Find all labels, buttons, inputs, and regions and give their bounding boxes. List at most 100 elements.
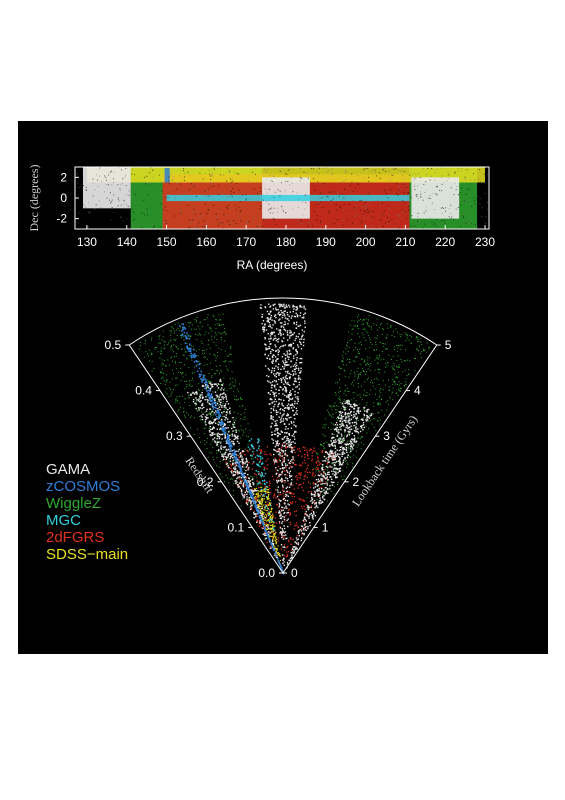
point-gama xyxy=(334,456,336,458)
point-gama xyxy=(314,506,316,509)
point-gama xyxy=(304,312,306,314)
point-gama xyxy=(317,484,320,486)
point-wigglez xyxy=(379,423,381,425)
point-wigglez xyxy=(369,365,371,367)
ra-tick-label: 200 xyxy=(356,235,376,249)
point-gama xyxy=(269,403,271,405)
point-gama xyxy=(262,518,264,521)
point-wigglez xyxy=(214,324,216,326)
point-wigglez xyxy=(316,466,318,468)
point-sdss-main xyxy=(269,535,271,537)
point-wigglez xyxy=(204,422,206,424)
point-gama xyxy=(350,418,352,421)
sky-speckle xyxy=(423,212,425,214)
point-gama xyxy=(227,464,229,467)
point-wigglez xyxy=(234,398,236,400)
point-gama xyxy=(336,424,339,426)
point-2dfgrs xyxy=(273,522,275,524)
point-gama xyxy=(282,393,284,395)
point-wigglez xyxy=(165,381,167,383)
sky-speckle xyxy=(281,205,283,207)
point-2dfgrs xyxy=(317,459,319,461)
point-wigglez xyxy=(356,326,358,328)
point-wigglez xyxy=(358,314,360,316)
sky-speckle xyxy=(119,188,121,190)
point-gama xyxy=(288,407,291,409)
point-sdss-main xyxy=(271,531,273,533)
point-gama xyxy=(315,504,318,507)
point-wigglez xyxy=(348,432,350,434)
point-wigglez xyxy=(324,447,326,449)
point-gama xyxy=(340,438,342,440)
point-wigglez xyxy=(166,388,168,390)
point-2dfgrs xyxy=(292,538,294,540)
point-wigglez xyxy=(349,401,351,403)
point-sdss-main xyxy=(275,548,277,550)
point-gama xyxy=(225,458,228,461)
point-gama xyxy=(277,469,279,472)
sky-speckle xyxy=(256,192,258,194)
point-gama xyxy=(276,383,279,385)
point-wigglez xyxy=(414,357,416,359)
sky-speckle xyxy=(279,190,281,192)
sky-speckle xyxy=(454,226,456,228)
point-gama xyxy=(286,339,289,341)
point-gama xyxy=(300,367,302,369)
sky-speckle xyxy=(367,168,369,170)
sky-speckle xyxy=(90,215,92,217)
point-gama xyxy=(266,348,269,350)
sky-speckle xyxy=(351,197,353,199)
point-gama xyxy=(224,453,226,455)
point-gama xyxy=(339,449,342,451)
point-gama xyxy=(347,454,349,456)
point-2dfgrs xyxy=(311,509,313,511)
point-wigglez xyxy=(398,381,400,383)
point-wigglez xyxy=(338,462,340,464)
point-gama xyxy=(311,516,314,519)
point-gama xyxy=(276,372,278,374)
point-gama xyxy=(270,417,272,420)
point-2dfgrs xyxy=(266,446,269,448)
point-gama xyxy=(364,410,366,412)
point-gama xyxy=(284,321,286,323)
point-2dfgrs xyxy=(324,450,326,453)
point-wigglez xyxy=(180,323,182,325)
sky-speckle xyxy=(319,226,321,228)
point-gama xyxy=(321,464,324,466)
point-wigglez xyxy=(248,491,250,493)
point-gama xyxy=(268,375,270,378)
point-gama xyxy=(315,502,317,505)
sky-speckle xyxy=(286,173,288,175)
point-gama xyxy=(263,324,266,326)
point-wigglez xyxy=(182,354,184,356)
point-gama xyxy=(318,494,321,496)
point-gama xyxy=(275,395,278,397)
point-wigglez xyxy=(334,466,336,468)
point-gama xyxy=(283,546,286,549)
sky-speckle xyxy=(79,167,81,169)
point-2dfgrs xyxy=(299,473,302,476)
point-wigglez xyxy=(396,366,398,368)
point-gama xyxy=(328,456,330,458)
sky-speckle xyxy=(416,196,418,198)
point-gama xyxy=(290,334,292,337)
point-gama xyxy=(281,484,284,486)
sky-speckle xyxy=(217,219,219,221)
point-wigglez xyxy=(247,423,249,425)
point-gama xyxy=(338,442,340,445)
point-gama xyxy=(237,473,239,475)
point-gama xyxy=(301,316,303,319)
point-wigglez xyxy=(237,413,239,415)
point-gama xyxy=(290,407,293,409)
point-wigglez xyxy=(385,337,387,339)
point-gama xyxy=(282,438,284,441)
point-2dfgrs xyxy=(297,448,299,450)
point-wigglez xyxy=(343,478,345,480)
point-gama xyxy=(218,433,221,436)
point-wigglez xyxy=(220,339,222,341)
point-gama xyxy=(353,414,355,416)
point-wigglez xyxy=(327,427,329,429)
sky-speckle xyxy=(299,180,301,182)
sky-speckle xyxy=(106,221,108,223)
point-gama xyxy=(273,461,276,463)
